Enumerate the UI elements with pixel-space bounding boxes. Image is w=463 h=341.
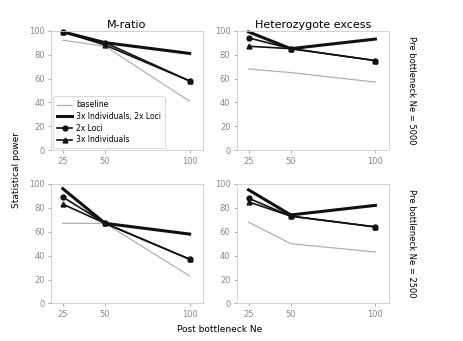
Text: Pre bottleneck Ne = 2500: Pre bottleneck Ne = 2500 [407,189,416,298]
Text: Statistical power: Statistical power [12,133,20,208]
Text: Post bottleneck Ne: Post bottleneck Ne [177,325,263,335]
Title: Heterozygote excess: Heterozygote excess [255,20,371,30]
Title: M-ratio: M-ratio [107,20,147,30]
Text: Pre bottleneck Ne = 5000: Pre bottleneck Ne = 5000 [407,36,416,145]
Legend: baseline, 3x Individuals, 2x Loci, 2x Loci, 3x Individuals: baseline, 3x Individuals, 2x Loci, 2x Lo… [53,97,165,148]
